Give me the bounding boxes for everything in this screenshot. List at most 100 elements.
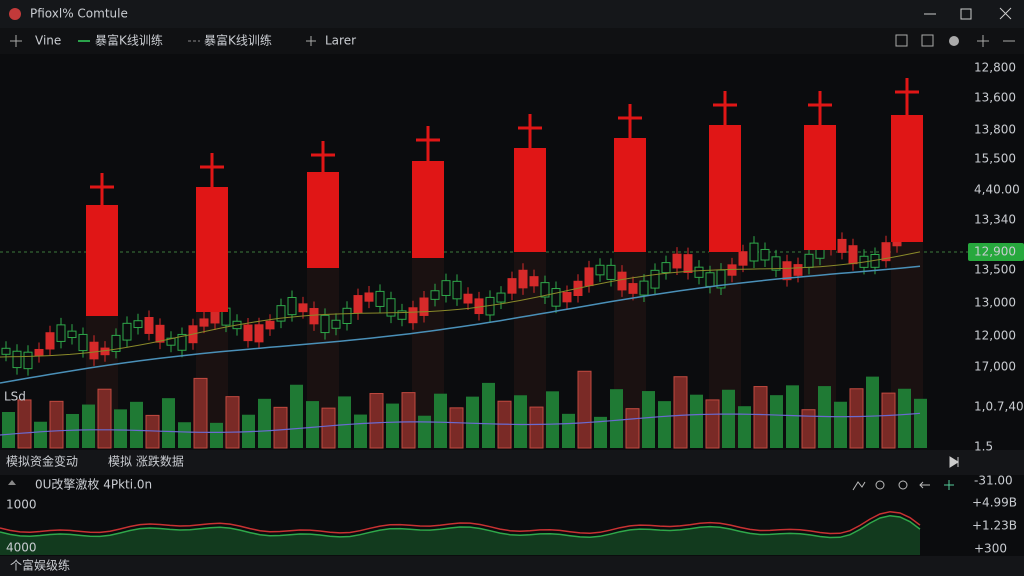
- volume-bar: [514, 395, 527, 448]
- candle-body: [265, 320, 275, 330]
- price-label: 13,500: [974, 263, 1016, 277]
- panel-legend: 0U改擎激枚 4Pkti.0n: [35, 477, 152, 492]
- candle-body: [606, 264, 616, 280]
- volume-bar: [369, 393, 384, 449]
- volume-bar: [546, 391, 559, 448]
- volume-bar: [625, 408, 640, 449]
- candle-body: [166, 337, 176, 346]
- volume-bar: [673, 376, 688, 449]
- toolbar-item[interactable]: 暴富K线训练: [204, 33, 272, 48]
- candle-body: [441, 280, 451, 296]
- volume-bar: [273, 406, 288, 449]
- current-price-badge: [968, 243, 1024, 261]
- candle-body: [177, 333, 187, 351]
- close-button[interactable]: [999, 7, 1012, 20]
- panel-right-label: +1.23B: [972, 519, 1017, 533]
- volume-bar: [690, 394, 703, 448]
- volume-bar: [642, 391, 655, 448]
- status-text: 个富娱级练: [10, 558, 70, 573]
- crosshair-icon[interactable]: [10, 35, 22, 47]
- volume-bar: [834, 401, 847, 448]
- candle-body: [254, 324, 264, 343]
- candle-body: [78, 333, 88, 352]
- tool-icon[interactable]: [921, 34, 934, 47]
- panel-line: [0, 510, 921, 535]
- tool-icon[interactable]: [944, 480, 954, 490]
- volume-average: [0, 412, 921, 436]
- volume-bar: [386, 403, 399, 448]
- volume-bar: [130, 401, 143, 448]
- title-bar: [0, 0, 1024, 28]
- candle-body: [386, 298, 396, 317]
- candle-body: [551, 288, 561, 307]
- candle-body: [309, 308, 319, 325]
- volume-bar: [914, 398, 927, 448]
- volume-bar: [49, 400, 64, 449]
- candle-body: [529, 276, 539, 287]
- volume-bar: [722, 389, 735, 448]
- tool-icon[interactable]: [895, 34, 908, 47]
- moving-average: [0, 265, 921, 384]
- price-label: 12,800: [974, 61, 1016, 75]
- big-candle: [412, 161, 444, 258]
- candle-body: [144, 317, 154, 334]
- panel-right-label: +4.99B: [972, 496, 1017, 510]
- toolbar-item[interactable]: 暴富K线训练: [95, 33, 163, 48]
- candle-body: [584, 267, 594, 287]
- tool-icon[interactable]: [875, 480, 885, 490]
- candle-body: [771, 256, 781, 271]
- candle-cross: [618, 104, 642, 138]
- candle-body: [507, 278, 517, 294]
- volume-bar: [434, 393, 447, 448]
- candle-body: [67, 330, 77, 339]
- candle-body: [133, 320, 143, 329]
- candle-body: [320, 314, 330, 334]
- tool-icon[interactable]: [898, 480, 908, 490]
- volume-bar: [482, 382, 495, 448]
- toolbar-item[interactable]: Vine: [35, 34, 61, 48]
- add-icon[interactable]: [306, 36, 316, 46]
- candle-body: [276, 305, 286, 322]
- volume-bar: [705, 399, 720, 449]
- candle-body: [111, 334, 121, 352]
- candle-body: [650, 269, 660, 289]
- add-icon[interactable]: [977, 35, 989, 47]
- candle-body: [430, 290, 440, 300]
- volume-bar: [162, 398, 175, 448]
- candle-body: [23, 351, 33, 370]
- volume-bar: [2, 412, 15, 448]
- candle-body: [243, 324, 253, 342]
- candle-cross: [808, 91, 832, 125]
- volume-bar: [145, 414, 160, 449]
- candle-body: [375, 290, 385, 307]
- play-button[interactable]: [949, 456, 959, 468]
- candle-body: [89, 341, 99, 360]
- window-title: Pfioxl% Comtule: [30, 7, 128, 21]
- price-label: 15,500: [974, 152, 1016, 166]
- panel-icon: [8, 480, 16, 485]
- tool-icon[interactable]: [919, 481, 930, 489]
- big-candle: [804, 125, 836, 250]
- candle-body: [342, 307, 352, 325]
- price-label: 13,000: [974, 296, 1016, 310]
- app-icon: [9, 8, 21, 20]
- candle-body: [661, 262, 671, 274]
- candle-cross: [311, 141, 335, 172]
- volume-bar: [338, 396, 351, 448]
- settings-icon[interactable]: [949, 36, 959, 46]
- maximize-button[interactable]: [960, 8, 972, 20]
- big-candle: [614, 138, 646, 252]
- volume-bar: [418, 415, 431, 448]
- price-label: 1,0.7,40: [974, 400, 1024, 414]
- tool-icon[interactable]: [852, 481, 866, 491]
- candle-body: [397, 310, 407, 320]
- toolbar-item[interactable]: Larer: [325, 34, 356, 48]
- volume-bar: [786, 385, 799, 448]
- candle-body: [518, 269, 528, 289]
- big-candle: [196, 187, 228, 312]
- candle-body: [34, 348, 44, 357]
- candle-body: [463, 293, 473, 304]
- volume-bar: [449, 407, 464, 449]
- candle-body: [727, 264, 737, 276]
